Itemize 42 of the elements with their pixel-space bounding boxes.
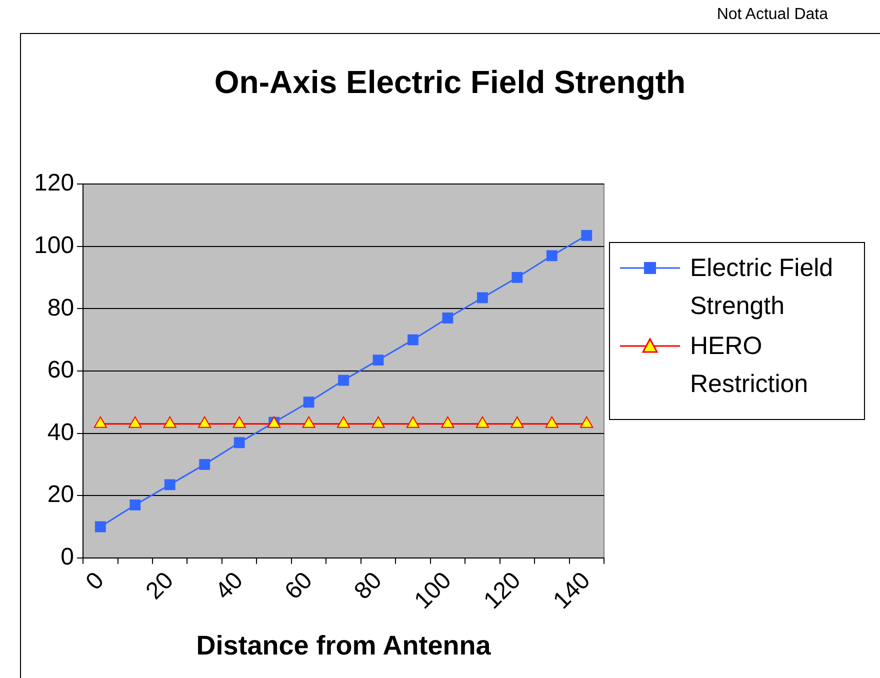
x-tick-label: 120: [478, 566, 526, 614]
x-tick-label: 140: [548, 566, 596, 614]
point: [372, 354, 384, 366]
point: [128, 416, 142, 428]
x-tick-label: 40: [210, 566, 248, 605]
point: [336, 416, 350, 428]
text: Not Actual Data: [716, 6, 828, 24]
point: [580, 416, 594, 428]
point: [94, 416, 107, 428]
point: [338, 374, 349, 386]
point: [441, 416, 454, 428]
point: [546, 250, 558, 262]
chart-title: On-Axis Electric Field Strength: [213, 64, 687, 101]
x-tick-label: 0: [80, 566, 110, 596]
x-tick-label: 80: [349, 566, 388, 605]
y-tick-label: 20: [47, 481, 74, 508]
point: [442, 312, 454, 324]
y-tick-label: 100: [34, 232, 74, 259]
y-tick-label: 40: [47, 418, 74, 446]
x-tick-label: 20: [140, 566, 179, 605]
point: [372, 416, 385, 428]
point: [302, 416, 316, 428]
y-tick-label: 120: [34, 170, 74, 197]
y-tick-label: 0: [60, 544, 74, 571]
legend-label: Electric Field Strength: [690, 253, 834, 322]
x-tick-label: 60: [280, 566, 318, 605]
point: [198, 416, 212, 428]
point: [581, 230, 592, 241]
point: [545, 416, 558, 428]
y-tick-label: 80: [47, 294, 74, 322]
legend-label: HERO Restriction: [690, 331, 810, 400]
point: [408, 334, 418, 346]
point: [406, 416, 420, 428]
point: [476, 292, 488, 304]
y-tick-label: 60: [47, 356, 74, 384]
x-axis-title: Distance from Antenna: [196, 630, 492, 660]
point: [163, 416, 176, 428]
point: [232, 416, 246, 428]
point: [512, 272, 523, 283]
point: [510, 416, 524, 428]
point: [476, 416, 490, 428]
x-tick-label: 100: [409, 566, 457, 614]
